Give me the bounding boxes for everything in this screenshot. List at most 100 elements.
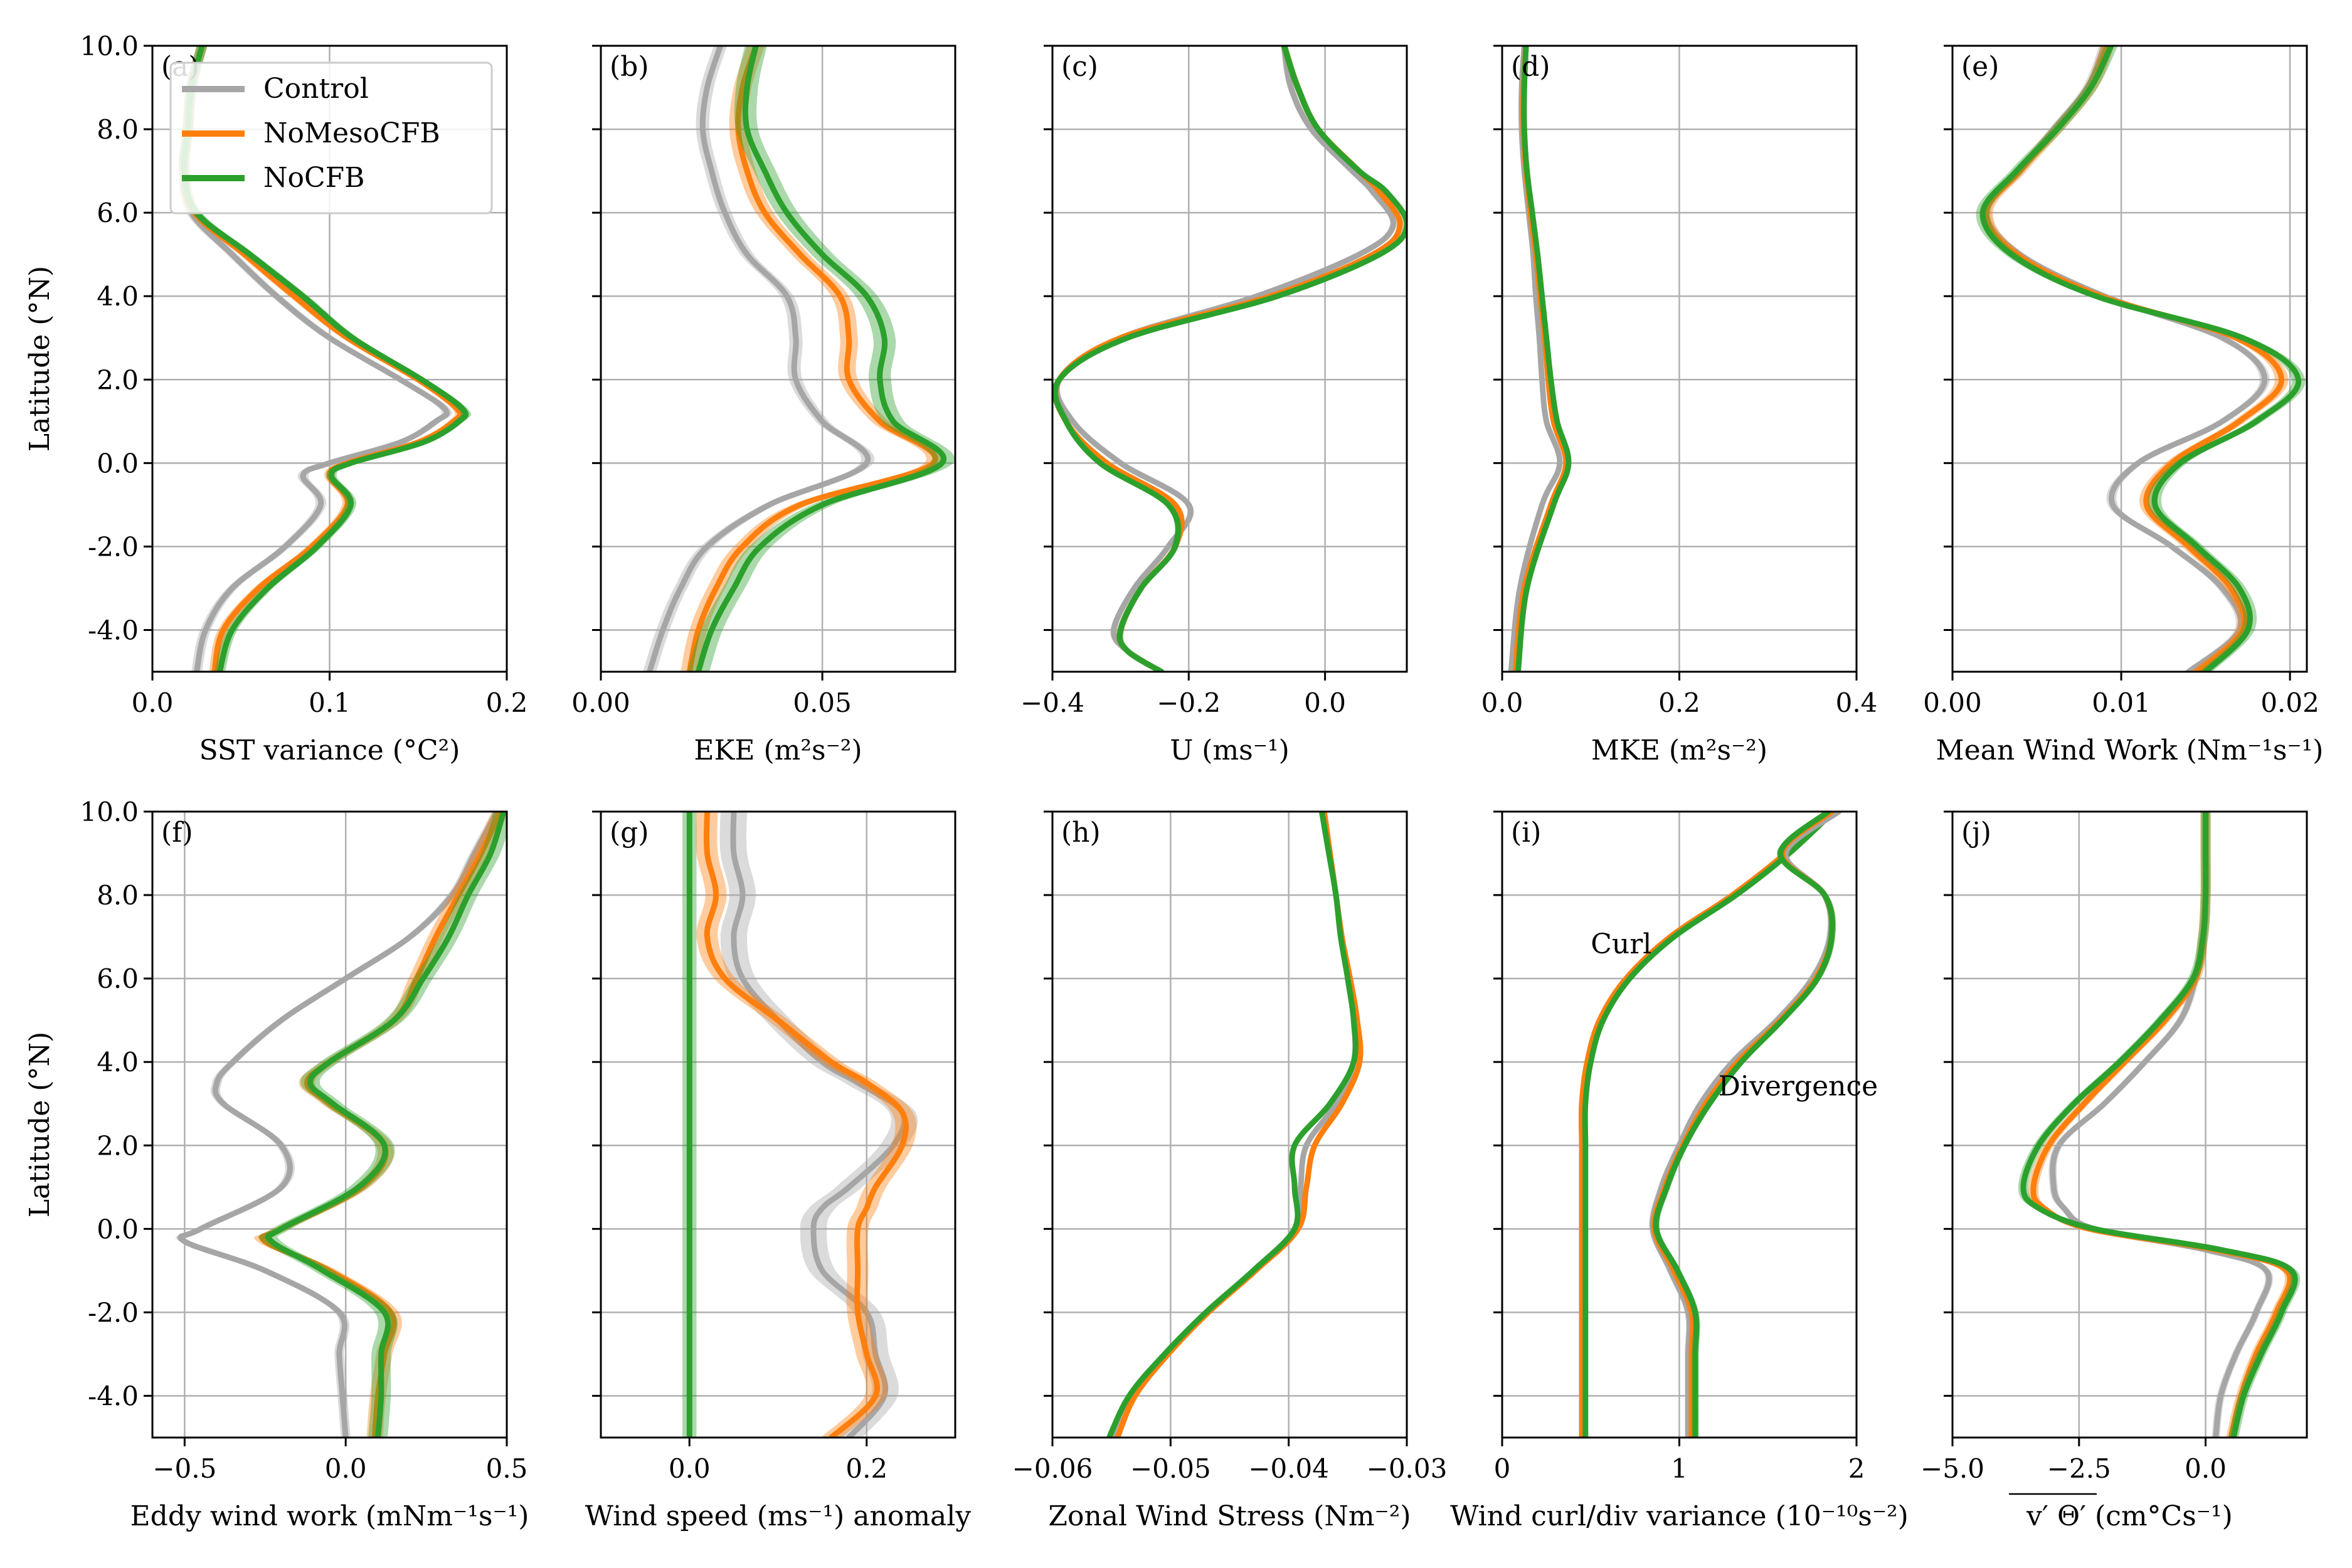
x-tick-label: 0.0 bbox=[325, 1453, 367, 1484]
x-tick-label: −0.03 bbox=[1367, 1453, 1448, 1484]
series-group bbox=[1106, 812, 1364, 1438]
panel-letter: (f) bbox=[161, 817, 193, 849]
panel-h: −0.06 −0.05 −0.04 −0.03 Zonal Wind Stress (N… bbox=[1012, 810, 1448, 1532]
y-tick-label: -2.0 bbox=[88, 531, 139, 562]
panel-d: 0.0 0.2 0.4 MKE (m²s⁻²) (d) bbox=[1481, 45, 1878, 766]
x-axis-label: Eddy wind work (mNm⁻¹s⁻¹) bbox=[130, 1500, 529, 1532]
series-group bbox=[1578, 812, 1843, 1438]
series-line-nocfb bbox=[695, 46, 946, 672]
series-band-nocfb bbox=[1052, 46, 1407, 672]
x-tick-label: −2.5 bbox=[2047, 1453, 2111, 1484]
x-axis-label: v′ Θ′ (cm°Cs⁻¹) bbox=[2026, 1500, 2233, 1532]
series-group bbox=[2018, 812, 2301, 1438]
panel-letter: (g) bbox=[610, 817, 649, 849]
y-tick-label: 0.0 bbox=[97, 448, 139, 479]
x-tick-label: 0.2 bbox=[486, 687, 528, 718]
y-tick-label: -2.0 bbox=[88, 1297, 139, 1328]
y-axis-label: Latitude (°N) bbox=[24, 1032, 56, 1217]
axes-frame bbox=[1951, 45, 2308, 673]
series-group bbox=[643, 46, 955, 672]
legend-label-nocfb: NoCFB bbox=[263, 162, 365, 194]
panel-j: −5.0 −2.5 0.0 v′ Θ′ (cm°Cs⁻¹) (j) bbox=[1920, 810, 2308, 1532]
x-axis-label: Zonal Wind Stress (Nm⁻²) bbox=[1048, 1500, 1411, 1532]
y-tick-label: 8.0 bbox=[97, 880, 139, 911]
x-tick-label: 0.0 bbox=[132, 687, 174, 718]
y-tick-label: 4.0 bbox=[97, 281, 139, 312]
x-tick-label: −0.04 bbox=[1248, 1453, 1329, 1484]
series-line-nocfb bbox=[265, 812, 507, 1438]
series-line-nomesocfb bbox=[1651, 812, 1835, 1438]
series-line-nocfb bbox=[1106, 812, 1359, 1438]
series-band-nocfb bbox=[687, 46, 955, 672]
y-tick-label: 0.0 bbox=[97, 1214, 139, 1244]
x-tick-label: 0.2 bbox=[845, 1453, 887, 1484]
series-group bbox=[1976, 46, 2306, 672]
y-tick-label: -4.0 bbox=[88, 615, 139, 645]
panel-letter: (j) bbox=[1961, 817, 1991, 849]
x-tick-label: 1 bbox=[1671, 1453, 1688, 1484]
x-axis-label: Wind curl/div variance (10⁻¹⁰s⁻²) bbox=[1450, 1500, 1909, 1532]
panel-letter: (c) bbox=[1061, 51, 1098, 83]
x-axis-label: Wind speed (ms⁻¹) anomaly bbox=[585, 1500, 972, 1532]
series-band-nomesocfb bbox=[1979, 46, 2289, 672]
x-tick-label: −0.05 bbox=[1130, 1453, 1211, 1484]
series-line-nocfb bbox=[1582, 812, 1836, 1438]
series-line-nomesocfb bbox=[703, 812, 909, 1438]
panel-letter: (h) bbox=[1061, 817, 1101, 849]
series-line-nomesocfb bbox=[1052, 46, 1403, 672]
series-band-nomesocfb bbox=[696, 812, 917, 1438]
x-tick-label: 0.0 bbox=[1304, 687, 1346, 718]
x-tick-label: 0.2 bbox=[1658, 687, 1700, 718]
panels-group: 0.0 0.1 0.2-4.0-2.00.02.04.06.08.010.0SST … bbox=[24, 31, 2323, 1532]
series-line-control bbox=[1578, 812, 1833, 1438]
y-tick-label: 10.0 bbox=[80, 797, 139, 827]
x-axis-label: SST variance (°C²) bbox=[199, 734, 460, 766]
x-tick-label: 0.00 bbox=[1923, 687, 1982, 718]
panel-f: −0.5 0.0 0.5 -4.0 -2.0 0.0 2.0 4.0 6.0 8.0 10.0 Edd… bbox=[24, 797, 529, 1532]
annotation-divergence: Divergence bbox=[1719, 1070, 1878, 1102]
x-axis-label: U (ms⁻¹) bbox=[1170, 734, 1290, 766]
series-band-nocfb bbox=[1582, 812, 1836, 1438]
panel-e: 0.00 0.01 0.02 Mean Wind Work (Nm⁻¹s⁻¹) (e) bbox=[1923, 45, 2324, 766]
series-line-nomesocfb bbox=[2030, 812, 2293, 1438]
x-tick-label: 0.0 bbox=[1481, 687, 1523, 718]
y-tick-label: 2.0 bbox=[97, 364, 139, 395]
x-tick-label: −5.0 bbox=[1920, 1453, 1984, 1484]
panel-i: 0 1 2 Wind curl/div variance (10⁻¹⁰s⁻²) (i) C… bbox=[1450, 810, 1909, 1532]
x-tick-label: 0.00 bbox=[571, 687, 630, 718]
x-tick-label: 0.05 bbox=[793, 687, 852, 718]
x-tick-label: −0.06 bbox=[1012, 1453, 1093, 1484]
panel-b: 0.00 0.05 EKE (m²s⁻²) (b) bbox=[571, 45, 956, 766]
series-band-control bbox=[1649, 812, 1843, 1438]
x-axis-label: EKE (m²s⁻²) bbox=[694, 734, 862, 766]
x-tick-label: 0.4 bbox=[1836, 687, 1878, 718]
axes-frame bbox=[1051, 45, 1408, 673]
x-axis-label: MKE (m²s⁻²) bbox=[1591, 734, 1767, 766]
series-group bbox=[1052, 46, 1407, 672]
panel-letter: (e) bbox=[1961, 51, 1999, 83]
series-line-nocfb bbox=[1052, 46, 1407, 672]
legend-label-control: Control bbox=[263, 73, 369, 105]
y-tick-label: -4.0 bbox=[88, 1380, 139, 1411]
y-tick-label: 6.0 bbox=[97, 198, 139, 228]
series-band-nomesocfb bbox=[1579, 812, 1833, 1438]
x-tick-label: 0.01 bbox=[2092, 687, 2151, 718]
series-line-control bbox=[1508, 46, 1563, 672]
series-line-nocfb bbox=[2020, 812, 2298, 1438]
series-line-control bbox=[1108, 812, 1359, 1438]
series-group bbox=[175, 812, 507, 1438]
series-band-control bbox=[1053, 46, 1397, 672]
panel-g: 0.0 0.2 Wind speed (ms⁻¹) anomaly (g) bbox=[585, 810, 972, 1532]
x-tick-label: −0.2 bbox=[1157, 687, 1221, 718]
series-group bbox=[682, 812, 918, 1438]
y-axis-label: Latitude (°N) bbox=[24, 266, 56, 452]
y-tick-label: 8.0 bbox=[97, 114, 139, 145]
series-band-control bbox=[1509, 46, 1562, 672]
axes-frame bbox=[600, 810, 956, 1439]
x-axis-label: Mean Wind Work (Nm⁻¹s⁻¹) bbox=[1936, 734, 2324, 766]
panel-letter: (i) bbox=[1511, 817, 1541, 849]
x-tick-label: −0.4 bbox=[1020, 687, 1084, 718]
series-line-control bbox=[177, 812, 501, 1438]
series-band-nomesocfb bbox=[1052, 46, 1404, 672]
x-tick-label: 0 bbox=[1494, 1453, 1511, 1484]
